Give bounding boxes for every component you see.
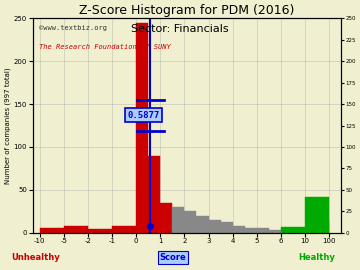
Bar: [197, 215, 208, 233]
Text: Unhealthy: Unhealthy: [12, 253, 60, 262]
Bar: [281, 227, 305, 233]
Bar: [269, 230, 281, 233]
Bar: [184, 211, 197, 233]
Bar: [148, 156, 160, 233]
Bar: [112, 226, 136, 233]
Bar: [208, 220, 221, 233]
Title: Z-Score Histogram for PDM (2016): Z-Score Histogram for PDM (2016): [79, 4, 294, 17]
Text: 0.5877: 0.5877: [127, 111, 159, 120]
Bar: [172, 207, 184, 233]
Text: Score: Score: [159, 253, 186, 262]
Bar: [64, 226, 88, 233]
Bar: [233, 226, 245, 233]
Bar: [160, 203, 172, 233]
Y-axis label: Number of companies (997 total): Number of companies (997 total): [4, 67, 11, 184]
Text: The Research Foundation of SUNY: The Research Foundation of SUNY: [39, 44, 170, 50]
Bar: [305, 197, 329, 233]
Bar: [221, 222, 233, 233]
Bar: [245, 228, 257, 233]
Text: Sector: Financials: Sector: Financials: [131, 24, 229, 34]
Bar: [40, 228, 64, 233]
Text: ©www.textbiz.org: ©www.textbiz.org: [39, 25, 107, 31]
Bar: [136, 23, 148, 233]
Bar: [88, 229, 112, 233]
Text: Healthy: Healthy: [298, 253, 335, 262]
Bar: [257, 228, 269, 233]
